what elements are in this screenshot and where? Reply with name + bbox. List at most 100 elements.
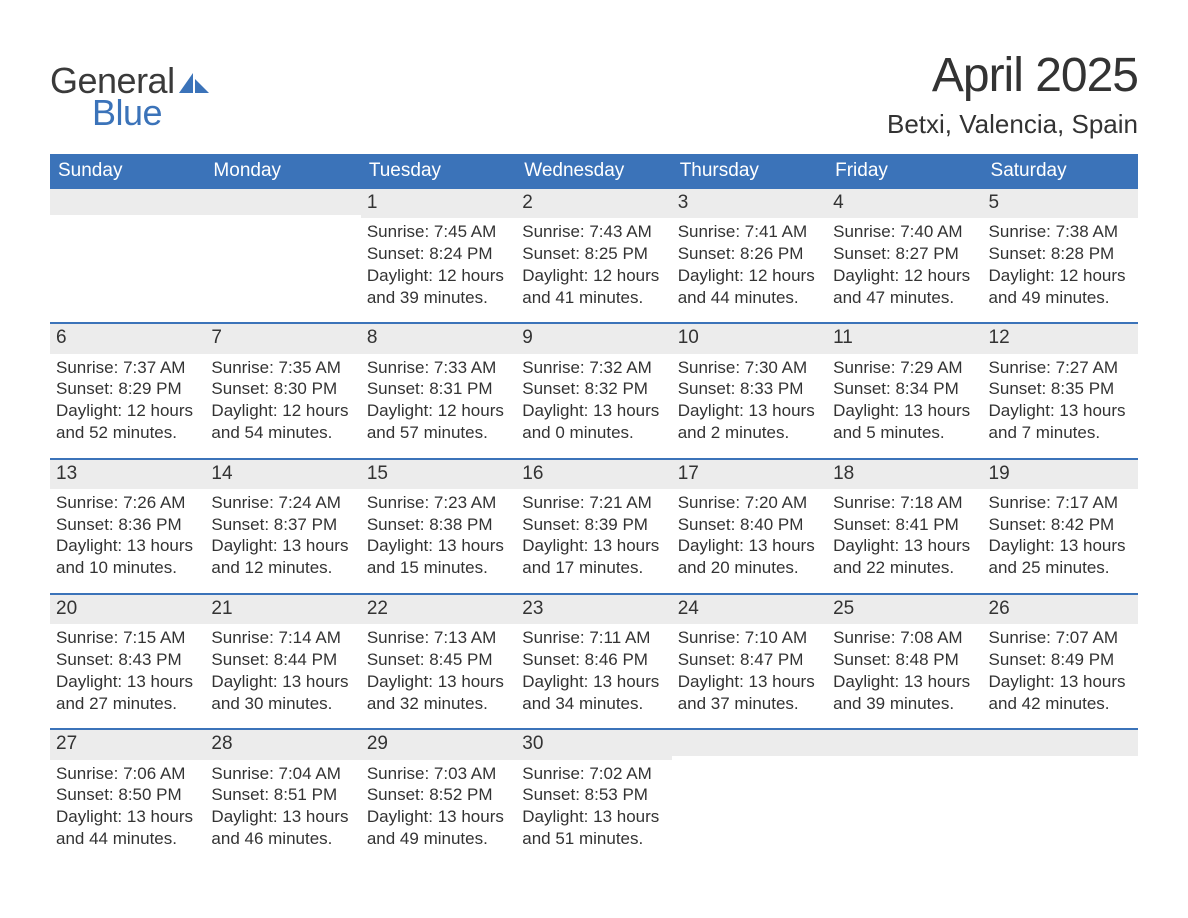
- day-body: [50, 215, 205, 232]
- daylight-text: Daylight: 13 hours and 32 minutes.: [367, 671, 510, 715]
- calendar-day: 10Sunrise: 7:30 AMSunset: 8:33 PMDayligh…: [672, 324, 827, 457]
- sunrise-text: Sunrise: 7:18 AM: [833, 492, 976, 514]
- daylight-text: Daylight: 13 hours and 34 minutes.: [522, 671, 665, 715]
- sunset-text: Sunset: 8:52 PM: [367, 784, 510, 806]
- sunset-text: Sunset: 8:40 PM: [678, 514, 821, 536]
- day-number: 28: [205, 730, 360, 759]
- day-body: Sunrise: 7:08 AMSunset: 8:48 PMDaylight:…: [827, 624, 982, 728]
- day-body: Sunrise: 7:43 AMSunset: 8:25 PMDaylight:…: [516, 218, 671, 322]
- calendar-week: 1Sunrise: 7:45 AMSunset: 8:24 PMDaylight…: [50, 189, 1138, 322]
- day-number: 2: [516, 189, 671, 218]
- sunrise-text: Sunrise: 7:21 AM: [522, 492, 665, 514]
- day-body: Sunrise: 7:35 AMSunset: 8:30 PMDaylight:…: [205, 354, 360, 458]
- calendar-day: 27Sunrise: 7:06 AMSunset: 8:50 PMDayligh…: [50, 730, 205, 863]
- day-body: [983, 756, 1138, 773]
- calendar-day: 3Sunrise: 7:41 AMSunset: 8:26 PMDaylight…: [672, 189, 827, 322]
- daylight-text: Daylight: 13 hours and 46 minutes.: [211, 806, 354, 850]
- calendar-day: 1Sunrise: 7:45 AMSunset: 8:24 PMDaylight…: [361, 189, 516, 322]
- day-of-week-header: Sunday Monday Tuesday Wednesday Thursday…: [50, 154, 1138, 189]
- brand-word-blue: Blue: [92, 92, 209, 134]
- calendar-day: 4Sunrise: 7:40 AMSunset: 8:27 PMDaylight…: [827, 189, 982, 322]
- sunrise-text: Sunrise: 7:06 AM: [56, 763, 199, 785]
- day-number: 7: [205, 324, 360, 353]
- weeks-container: 1Sunrise: 7:45 AMSunset: 8:24 PMDaylight…: [50, 189, 1138, 864]
- day-number: [50, 189, 205, 215]
- sunset-text: Sunset: 8:47 PM: [678, 649, 821, 671]
- sunset-text: Sunset: 8:34 PM: [833, 378, 976, 400]
- day-number: 26: [983, 595, 1138, 624]
- brand-logo: General Blue: [50, 60, 209, 134]
- day-number: 29: [361, 730, 516, 759]
- dow-sunday: Sunday: [50, 154, 205, 189]
- sunset-text: Sunset: 8:50 PM: [56, 784, 199, 806]
- calendar-day: 7Sunrise: 7:35 AMSunset: 8:30 PMDaylight…: [205, 324, 360, 457]
- day-number: 18: [827, 460, 982, 489]
- day-body: Sunrise: 7:10 AMSunset: 8:47 PMDaylight:…: [672, 624, 827, 728]
- day-body: [827, 756, 982, 773]
- day-body: Sunrise: 7:23 AMSunset: 8:38 PMDaylight:…: [361, 489, 516, 593]
- day-number: 14: [205, 460, 360, 489]
- calendar-day: 20Sunrise: 7:15 AMSunset: 8:43 PMDayligh…: [50, 595, 205, 728]
- day-number: [983, 730, 1138, 756]
- day-body: Sunrise: 7:26 AMSunset: 8:36 PMDaylight:…: [50, 489, 205, 593]
- sunrise-text: Sunrise: 7:04 AM: [211, 763, 354, 785]
- sunset-text: Sunset: 8:30 PM: [211, 378, 354, 400]
- sunset-text: Sunset: 8:36 PM: [56, 514, 199, 536]
- location-label: Betxi, Valencia, Spain: [887, 109, 1138, 140]
- brand-sail-icon: [179, 71, 209, 93]
- day-body: Sunrise: 7:38 AMSunset: 8:28 PMDaylight:…: [983, 218, 1138, 322]
- day-number: 1: [361, 189, 516, 218]
- daylight-text: Daylight: 12 hours and 52 minutes.: [56, 400, 199, 444]
- daylight-text: Daylight: 13 hours and 49 minutes.: [367, 806, 510, 850]
- calendar-day: 2Sunrise: 7:43 AMSunset: 8:25 PMDaylight…: [516, 189, 671, 322]
- day-number: 13: [50, 460, 205, 489]
- sunset-text: Sunset: 8:33 PM: [678, 378, 821, 400]
- dow-monday: Monday: [205, 154, 360, 189]
- calendar-day: 17Sunrise: 7:20 AMSunset: 8:40 PMDayligh…: [672, 460, 827, 593]
- sunrise-text: Sunrise: 7:30 AM: [678, 357, 821, 379]
- day-number: 4: [827, 189, 982, 218]
- daylight-text: Daylight: 13 hours and 37 minutes.: [678, 671, 821, 715]
- sunset-text: Sunset: 8:24 PM: [367, 243, 510, 265]
- sunrise-text: Sunrise: 7:45 AM: [367, 221, 510, 243]
- day-number: 20: [50, 595, 205, 624]
- day-number: 17: [672, 460, 827, 489]
- calendar-day: 19Sunrise: 7:17 AMSunset: 8:42 PMDayligh…: [983, 460, 1138, 593]
- daylight-text: Daylight: 13 hours and 39 minutes.: [833, 671, 976, 715]
- month-title: April 2025: [887, 48, 1138, 103]
- sunset-text: Sunset: 8:44 PM: [211, 649, 354, 671]
- day-body: Sunrise: 7:14 AMSunset: 8:44 PMDaylight:…: [205, 624, 360, 728]
- sunset-text: Sunset: 8:46 PM: [522, 649, 665, 671]
- day-body: Sunrise: 7:41 AMSunset: 8:26 PMDaylight:…: [672, 218, 827, 322]
- daylight-text: Daylight: 13 hours and 17 minutes.: [522, 535, 665, 579]
- day-number: 21: [205, 595, 360, 624]
- day-body: Sunrise: 7:29 AMSunset: 8:34 PMDaylight:…: [827, 354, 982, 458]
- dow-thursday: Thursday: [672, 154, 827, 189]
- day-number: 19: [983, 460, 1138, 489]
- calendar-day: 8Sunrise: 7:33 AMSunset: 8:31 PMDaylight…: [361, 324, 516, 457]
- sunset-text: Sunset: 8:49 PM: [989, 649, 1132, 671]
- day-body: Sunrise: 7:45 AMSunset: 8:24 PMDaylight:…: [361, 218, 516, 322]
- daylight-text: Daylight: 13 hours and 25 minutes.: [989, 535, 1132, 579]
- calendar-day: 11Sunrise: 7:29 AMSunset: 8:34 PMDayligh…: [827, 324, 982, 457]
- calendar-day: 15Sunrise: 7:23 AMSunset: 8:38 PMDayligh…: [361, 460, 516, 593]
- day-body: [672, 756, 827, 773]
- day-body: Sunrise: 7:30 AMSunset: 8:33 PMDaylight:…: [672, 354, 827, 458]
- sunset-text: Sunset: 8:32 PM: [522, 378, 665, 400]
- sunrise-text: Sunrise: 7:32 AM: [522, 357, 665, 379]
- calendar-day: 23Sunrise: 7:11 AMSunset: 8:46 PMDayligh…: [516, 595, 671, 728]
- calendar-week: 27Sunrise: 7:06 AMSunset: 8:50 PMDayligh…: [50, 728, 1138, 863]
- calendar-day: [50, 189, 205, 322]
- sunset-text: Sunset: 8:35 PM: [989, 378, 1132, 400]
- daylight-text: Daylight: 12 hours and 54 minutes.: [211, 400, 354, 444]
- sunrise-text: Sunrise: 7:38 AM: [989, 221, 1132, 243]
- sunset-text: Sunset: 8:28 PM: [989, 243, 1132, 265]
- calendar-day: 26Sunrise: 7:07 AMSunset: 8:49 PMDayligh…: [983, 595, 1138, 728]
- daylight-text: Daylight: 12 hours and 47 minutes.: [833, 265, 976, 309]
- sunrise-text: Sunrise: 7:17 AM: [989, 492, 1132, 514]
- day-body: [205, 215, 360, 232]
- day-number: [205, 189, 360, 215]
- sunset-text: Sunset: 8:48 PM: [833, 649, 976, 671]
- calendar-day: 18Sunrise: 7:18 AMSunset: 8:41 PMDayligh…: [827, 460, 982, 593]
- sunset-text: Sunset: 8:37 PM: [211, 514, 354, 536]
